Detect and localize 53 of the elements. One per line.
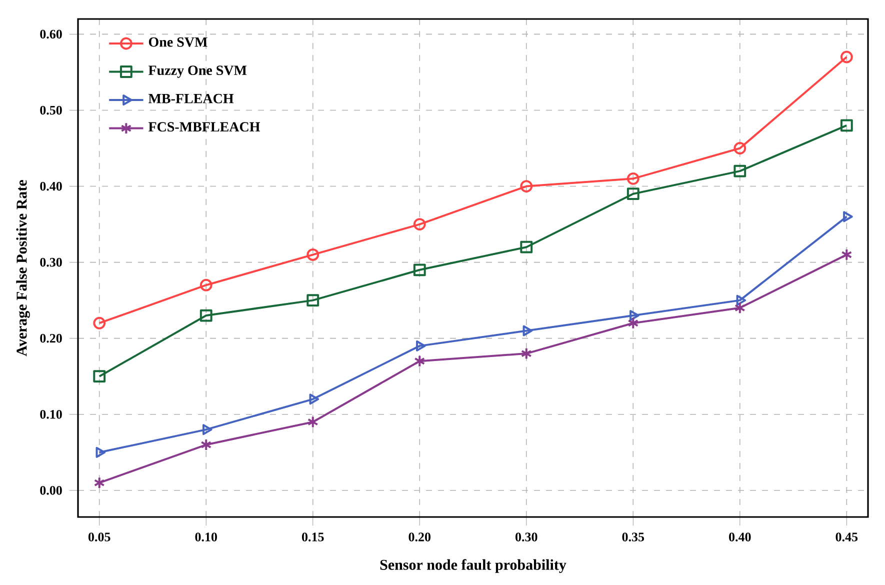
point [416, 340, 426, 352]
point [840, 119, 853, 132]
point [736, 294, 746, 306]
y-tick-label: 0.60 [40, 30, 62, 39]
y-tick-label: 0.40 [40, 182, 62, 191]
x-tick-label: 0.40 [729, 532, 751, 542]
point [200, 438, 212, 451]
point [520, 240, 533, 254]
y-tick-label: 0.20 [40, 334, 62, 343]
y-tick-label: 0.30 [40, 258, 62, 267]
x-tick-label: 0.30 [516, 532, 538, 542]
point [414, 354, 426, 368]
point [306, 248, 320, 261]
point [522, 325, 533, 336]
x-tick-label: 0.20 [408, 532, 430, 542]
point [630, 310, 640, 322]
legend-label: Fuzzy One SVM [148, 66, 247, 78]
point [94, 476, 105, 489]
y-tick-label: 0.10 [40, 410, 62, 419]
point [306, 294, 320, 307]
x-tick-label: 0.15 [302, 532, 324, 542]
point [628, 316, 639, 330]
point [93, 316, 106, 330]
x-axis-title: Sensor node fault probability [380, 559, 566, 573]
point [309, 394, 320, 405]
legend-label: FCS-MBFLEACH [148, 122, 260, 132]
legend-label: One SVM [148, 37, 208, 47]
point [734, 164, 746, 178]
point [200, 309, 212, 322]
y-axis-title: Average False Positive Rate [16, 180, 30, 356]
x-tick-label: 0.45 [836, 532, 858, 542]
point [202, 424, 212, 436]
legend-label: MB-FLEACH [148, 94, 234, 104]
point [840, 50, 853, 64]
x-tick-label: 0.05 [88, 532, 110, 542]
point [307, 416, 318, 428]
point [520, 347, 532, 360]
point [96, 446, 106, 458]
point [93, 370, 106, 383]
point [843, 211, 853, 222]
point [841, 248, 852, 261]
x-tick-label: 0.35 [622, 532, 644, 542]
point [626, 188, 640, 200]
x-tick-label: 0.10 [195, 532, 217, 542]
point [413, 218, 426, 230]
y-tick-label: 0.50 [40, 106, 62, 115]
y-tick-label: 0.00 [40, 486, 62, 495]
point [200, 278, 212, 292]
point [520, 180, 533, 192]
point [626, 172, 640, 185]
point [734, 302, 746, 314]
point [734, 142, 746, 154]
point [413, 264, 426, 276]
